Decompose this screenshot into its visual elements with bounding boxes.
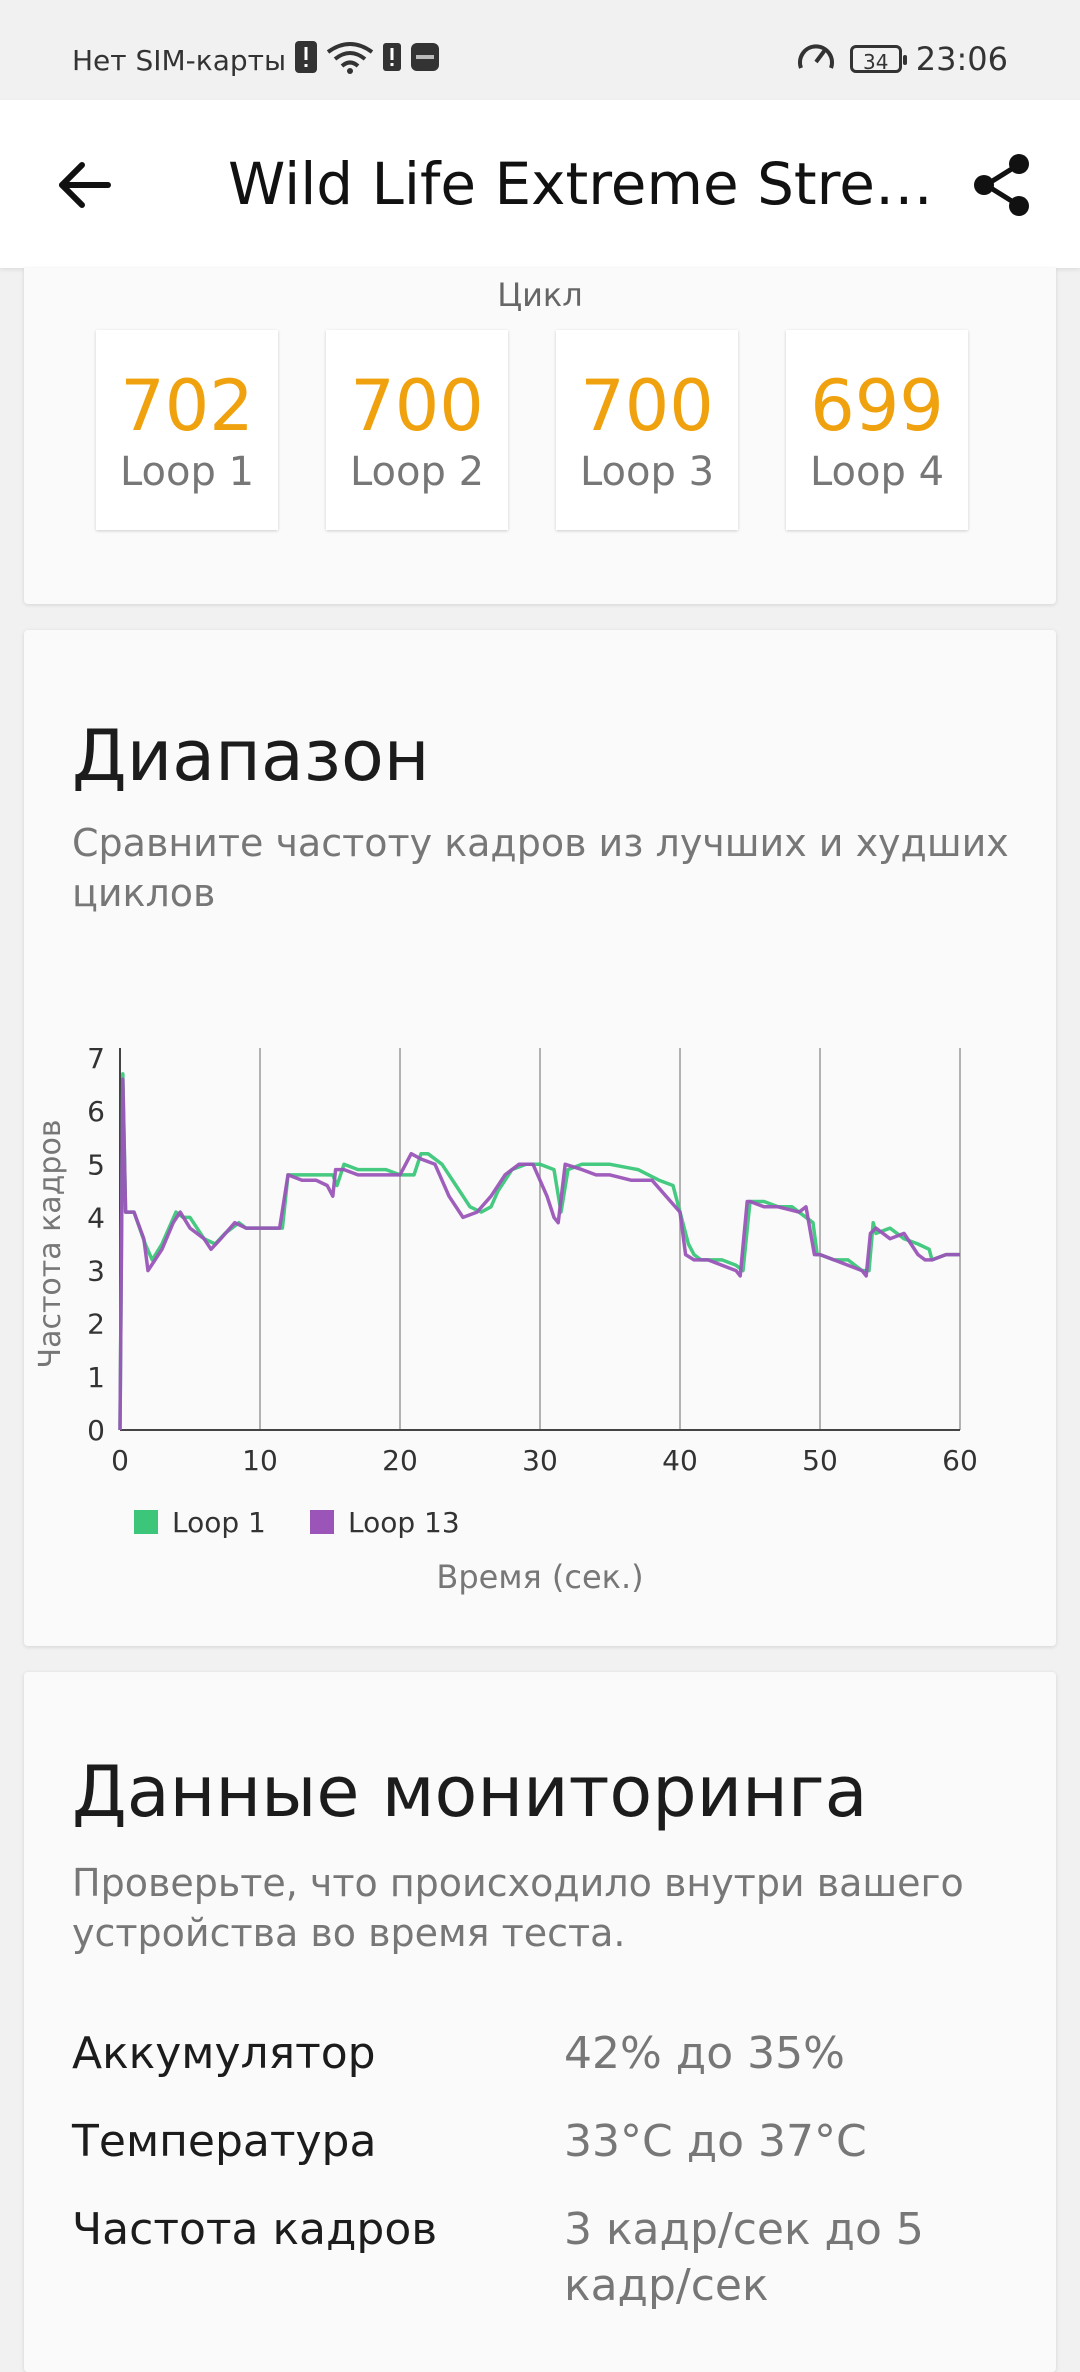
share-button[interactable] [966, 150, 1036, 220]
loop-box: 700 Loop 2 [326, 330, 508, 530]
arrow-left-icon [59, 162, 111, 208]
legend-swatch [310, 1510, 334, 1534]
y-tick-label: 6 [87, 1095, 105, 1128]
back-button[interactable] [52, 150, 122, 220]
loop-box: 700 Loop 3 [556, 330, 738, 530]
y-tick-label: 1 [87, 1361, 105, 1394]
y-tick-label: 0 [87, 1414, 105, 1447]
x-tick-label: 30 [522, 1444, 558, 1477]
monitor-card: Данные мониторинга Проверьте, что происх… [24, 1672, 1056, 2372]
carrier-text: Нет SIM-карты [72, 44, 287, 77]
x-tick-label: 10 [242, 1444, 278, 1477]
x-tick-label: 20 [382, 1444, 418, 1477]
loops-card: Цикл 702 Loop 1 700 Loop 2 700 Loop 3 69… [24, 268, 1056, 604]
monitor-label: Температура [72, 2116, 377, 2167]
y-tick-label: 3 [87, 1255, 105, 1288]
loop-box: 699 Loop 4 [786, 330, 968, 530]
legend-label: Loop 1 [172, 1506, 266, 1539]
legend-label: Loop 13 [348, 1506, 460, 1539]
wifi-icon [326, 40, 374, 81]
range-title: Диапазон [72, 715, 430, 797]
range-description: Сравните частоту кадров из лучших и худш… [72, 821, 1009, 915]
frame-rate-chart: 0 10 20 30 40 50 60 0 1 2 3 4 5 6 7 Частота кадров Loop … [33, 1042, 978, 1596]
loop-value: 700 [350, 365, 484, 447]
monitor-label: Частота кадров [72, 2204, 438, 2255]
monitor-title: Данные мониторинга [72, 1751, 868, 1833]
legend-swatch [134, 1510, 158, 1534]
no-sim-icon [294, 40, 318, 81]
y-tick-label: 2 [87, 1308, 105, 1341]
huawei-app-icon [410, 42, 440, 79]
x-axis-label: Время (сек.) [436, 1558, 643, 1596]
y-tick-label: 5 [87, 1148, 105, 1181]
alert-icon [382, 40, 402, 81]
range-card: Диапазон Сравните частоту кадров из лучш… [24, 630, 1056, 1646]
cycle-label: Цикл [497, 276, 583, 314]
y-tick-label: 7 [87, 1042, 105, 1075]
monitor-value: 3 кадр/сек до 5 кадр/сек [564, 2204, 924, 2311]
battery-icon: 34 [849, 45, 907, 74]
x-tick-label: 0 [111, 1444, 129, 1477]
status-right: 34 23:06 [796, 38, 1008, 80]
x-tick-label: 50 [802, 1444, 838, 1477]
share-icon [974, 154, 1029, 216]
monitor-value: 33°C до 37°C [564, 2116, 867, 2167]
monitor-label: Аккумулятор [72, 2028, 376, 2079]
loop-name: Loop 3 [579, 449, 715, 495]
loop-value: 699 [810, 365, 944, 447]
x-tick-label: 40 [662, 1444, 698, 1477]
x-tick-label: 60 [942, 1444, 978, 1477]
loop-box: 702 Loop 1 [96, 330, 278, 530]
status-bar: Нет SIM-карты 34 23:06 [0, 0, 1080, 100]
clock-text: 23:06 [915, 40, 1008, 78]
loop-name: Loop 1 [119, 449, 255, 495]
loop-value: 702 [120, 365, 254, 447]
series-line [118, 1077, 960, 1431]
monitor-value: 42% до 35% [564, 2028, 845, 2079]
loop-value: 700 [580, 365, 714, 447]
y-axis-label: Частота кадров [33, 1120, 68, 1369]
speedometer-icon [796, 38, 836, 80]
page-title: Wild Life Extreme Stres… [228, 150, 938, 218]
loop-name: Loop 4 [809, 449, 945, 495]
app-bar: Wild Life Extreme Stres… [0, 100, 1080, 268]
status-left: Нет SIM-карты [72, 40, 440, 81]
loop-name: Loop 2 [349, 449, 485, 495]
y-tick-label: 4 [87, 1201, 105, 1234]
monitor-description: Проверьте, что происходило внутри вашего… [72, 1861, 964, 1955]
